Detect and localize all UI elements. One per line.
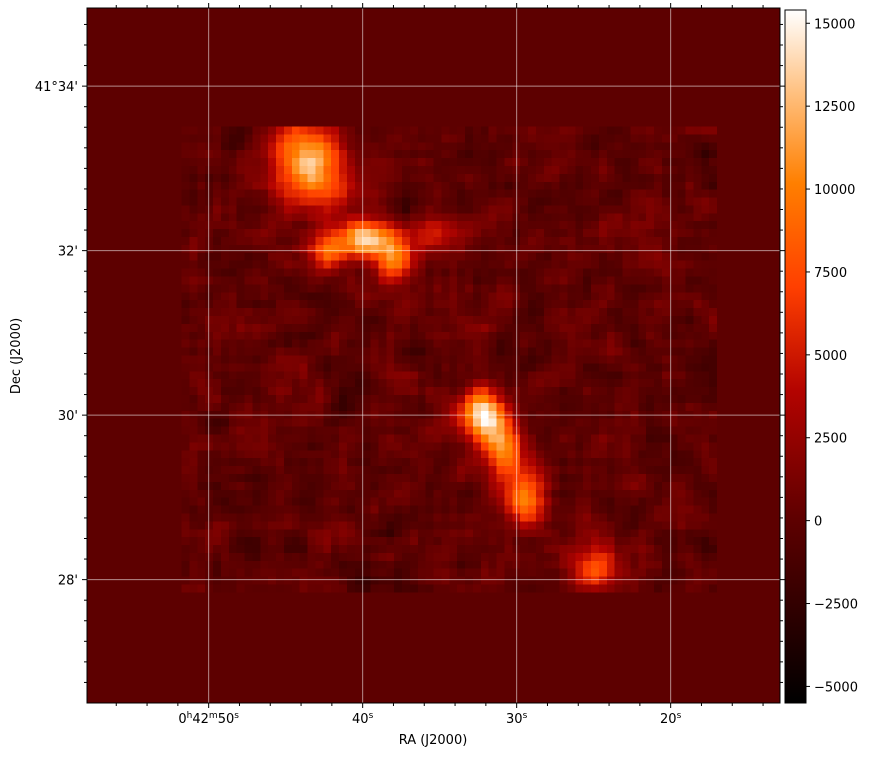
x-axis: 0h42m50s 40s 30s 20s xyxy=(115,3,764,727)
plot-frame xyxy=(86,7,781,704)
x-tick-label: 40s xyxy=(352,711,374,727)
x-tick-label: 20s xyxy=(660,711,682,727)
x-tick-label: 0h42m50s xyxy=(178,711,239,727)
colorbar: −5000 −2500 0 2500 5000 7500 10000 12500 15000 xyxy=(784,9,858,704)
y-tick-label: 28' xyxy=(58,574,78,589)
y-axis: 41°34' 32' 30' 28' xyxy=(35,23,785,683)
colorbar-tick-label: 2500 xyxy=(814,432,847,447)
y-tick-label: 32' xyxy=(58,245,78,260)
colorbar-tick-label: 12500 xyxy=(814,100,855,115)
x-tick-label: 30s xyxy=(506,711,528,727)
colorbar-ticks: −5000 −2500 0 2500 5000 7500 10000 12500 15000 xyxy=(806,17,858,695)
y-tick-label: 41°34' xyxy=(35,80,78,95)
colorbar-frame xyxy=(784,9,807,704)
colorbar-tick-label: −5000 xyxy=(814,680,858,695)
x-axis-label: RA (J2000) xyxy=(399,733,468,748)
colorbar-tick-label: 10000 xyxy=(814,183,855,198)
colorbar-tick-label: 5000 xyxy=(814,349,847,364)
heatmap-image xyxy=(87,8,780,703)
grid-lines xyxy=(87,8,780,703)
colorbar-tick-label: −2500 xyxy=(814,598,858,613)
colorbar-gradient xyxy=(785,10,806,703)
colorbar-tick-label: 7500 xyxy=(814,266,847,281)
colorbar-tick-label: 0 xyxy=(814,515,822,530)
y-tick-label: 30' xyxy=(58,409,78,424)
colorbar-tick-label: 15000 xyxy=(814,17,855,32)
y-axis-label: Dec (J2000) xyxy=(9,318,24,394)
